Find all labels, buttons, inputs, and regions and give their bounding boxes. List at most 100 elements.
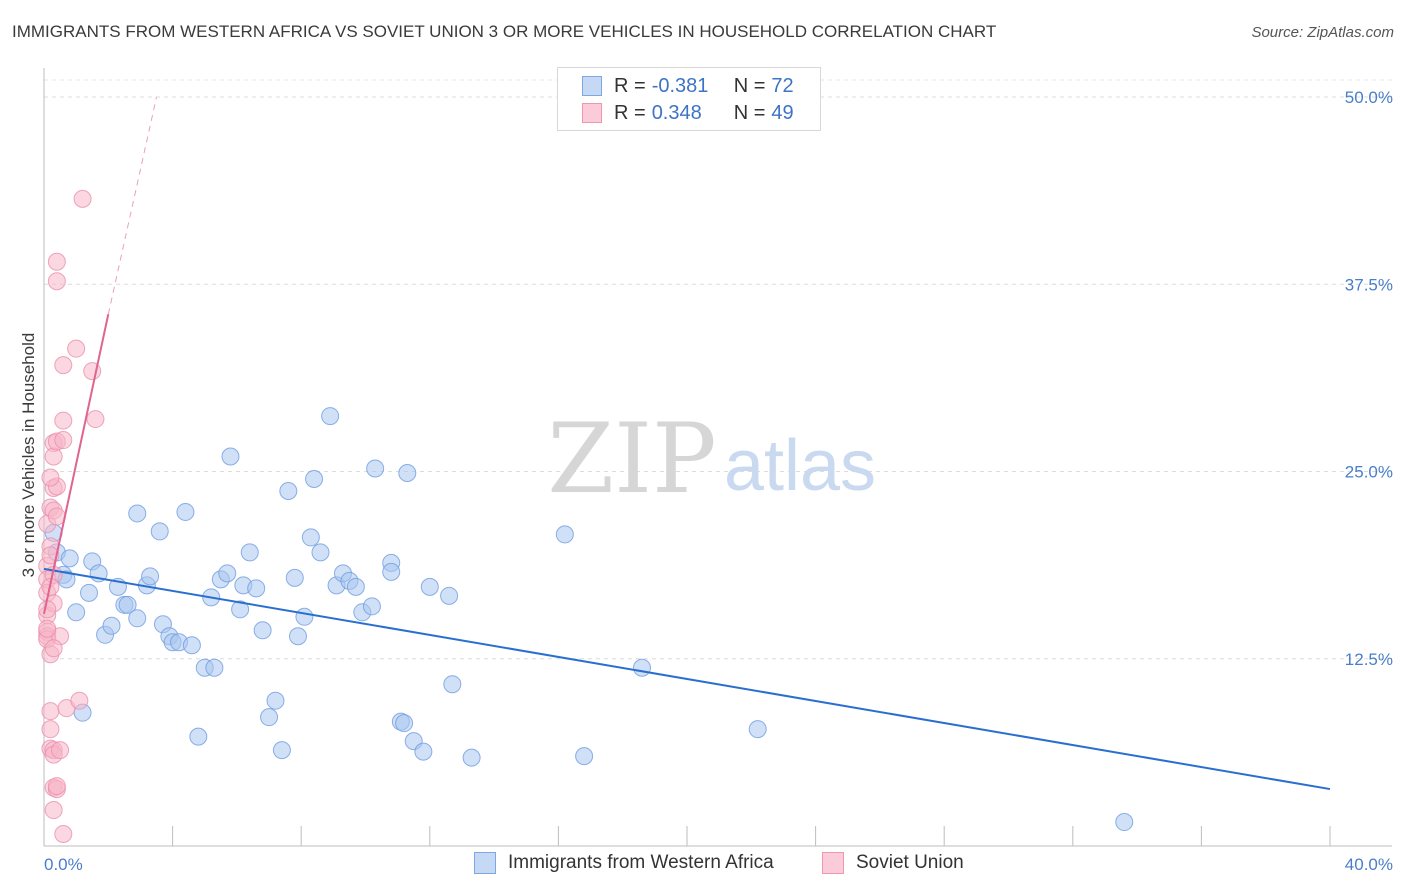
western-africa-point	[382, 562, 401, 581]
soviet-union-point	[47, 272, 66, 291]
y-tick-label: 50.0%	[1345, 88, 1393, 107]
soviet-union-trend-extension	[107, 96, 158, 315]
r-label: R =	[614, 101, 646, 124]
western-africa-point	[253, 621, 272, 640]
data-points	[38, 189, 1134, 844]
soviet-union-point	[73, 189, 92, 208]
western-africa-point	[279, 481, 298, 500]
soviet-union-point	[54, 431, 73, 450]
western-africa-point	[395, 714, 414, 733]
western-africa-point	[305, 469, 324, 488]
soviet-union-point	[44, 639, 63, 658]
tick-labels: 12.5% 25.0% 37.5% 50.0% 0.0% 40.0%	[44, 88, 1393, 874]
western-africa-point	[301, 528, 320, 547]
soviet-union-point	[44, 447, 63, 466]
western-africa-point	[462, 748, 481, 767]
blue-swatch-icon	[582, 76, 602, 96]
western-africa-point	[398, 463, 417, 482]
r-value: 0.348	[651, 101, 702, 124]
soviet-union-point	[41, 468, 60, 487]
legend-item-soviet-union: Soviet Union	[822, 852, 964, 874]
soviet-union-point	[86, 410, 105, 429]
soviet-union-point	[67, 339, 86, 358]
legend-item-western-africa: Immigrants from Western Africa	[474, 852, 774, 874]
n-value: 49	[771, 101, 794, 124]
soviet-union-point	[70, 691, 89, 710]
chart-title: IMMIGRANTS FROM WESTERN AFRICA VS SOVIET…	[12, 22, 997, 41]
y-tick-label: 25.0%	[1345, 463, 1393, 482]
western-africa-point	[260, 708, 279, 727]
soviet-union-point	[41, 720, 60, 739]
western-africa-point	[118, 595, 137, 614]
western-africa-point	[67, 603, 86, 622]
legend-label: Immigrants from Western Africa	[508, 852, 774, 873]
western-africa-point	[128, 504, 147, 523]
watermark-atlas: atlas	[724, 426, 876, 506]
western-africa-point	[1115, 813, 1134, 832]
gridlines	[44, 79, 1392, 660]
soviet-union-point	[51, 741, 70, 760]
soviet-union-point	[54, 411, 73, 430]
y-tick-label: 37.5%	[1345, 275, 1393, 294]
western-africa-point	[632, 658, 651, 677]
western-africa-point	[240, 543, 259, 562]
x-tick-label: 40.0%	[1345, 855, 1393, 874]
n-label: N =	[733, 74, 766, 97]
axes	[43, 68, 1392, 847]
soviet-union-point	[41, 702, 60, 721]
western-africa-point	[555, 525, 574, 544]
soviet-union-point	[54, 825, 73, 844]
western-africa-point	[141, 567, 160, 586]
soviet-union-point	[54, 356, 73, 375]
western-africa-point	[414, 742, 433, 761]
western-africa-point	[295, 607, 314, 626]
western-africa-point	[288, 627, 307, 646]
legend-row-soviet-union: R = 0.348 N = 49	[582, 101, 794, 125]
r-value: -0.381	[651, 74, 709, 97]
western-africa-point	[346, 577, 365, 596]
legend-row-western-africa: R = -0.381 N = 72	[582, 74, 794, 98]
western-africa-point	[60, 549, 79, 568]
western-africa-point	[231, 600, 250, 619]
western-africa-point	[218, 564, 237, 583]
western-africa-point	[189, 727, 208, 746]
r-label: R =	[614, 74, 646, 97]
western-africa-point	[362, 597, 381, 616]
soviet-union-trend-line	[43, 314, 110, 615]
legend-label: Soviet Union	[856, 852, 964, 873]
western-africa-point	[285, 568, 304, 587]
western-africa-point	[247, 579, 266, 598]
western-africa-point	[102, 616, 121, 635]
blue-swatch-icon	[474, 852, 496, 874]
western-africa-point	[443, 675, 462, 694]
source-label: Source: ZipAtlas.com	[1251, 24, 1394, 41]
western-africa-point	[221, 447, 240, 466]
y-axis-label: 3 or more Vehicles in Household	[19, 333, 38, 578]
watermark-zip: ZIP	[547, 403, 716, 515]
soviet-union-point	[44, 801, 63, 820]
western-africa-point	[176, 502, 195, 521]
western-africa-point	[266, 691, 285, 710]
western-africa-point	[150, 522, 169, 541]
western-africa-point	[80, 583, 99, 602]
western-africa-point	[128, 609, 147, 628]
western-africa-point	[321, 407, 340, 426]
trend-lines	[43, 96, 1331, 791]
n-label: N =	[733, 101, 766, 124]
western-africa-point	[575, 747, 594, 766]
series-legend: Immigrants from Western Africa Soviet Un…	[0, 852, 1406, 876]
pink-swatch-icon	[582, 103, 602, 123]
western-africa-point	[366, 459, 385, 478]
soviet-union-point	[47, 777, 66, 796]
western-africa-trend-line	[43, 567, 1331, 791]
western-africa-point	[420, 577, 439, 596]
n-value: 72	[771, 74, 794, 97]
western-africa-point	[311, 543, 330, 562]
western-africa-point	[182, 636, 201, 655]
soviet-union-point	[38, 619, 57, 638]
western-africa-point	[440, 586, 459, 605]
pink-swatch-icon	[822, 852, 844, 874]
soviet-union-point	[47, 252, 66, 271]
x-tick-label: 0.0%	[44, 855, 83, 874]
